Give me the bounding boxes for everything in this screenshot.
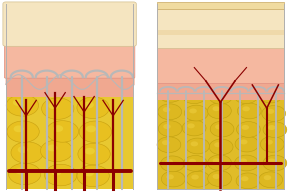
Circle shape — [84, 102, 94, 108]
Circle shape — [163, 124, 171, 129]
Circle shape — [264, 175, 271, 180]
Circle shape — [242, 125, 249, 130]
Circle shape — [186, 138, 209, 154]
Bar — [157, 4, 284, 48]
Circle shape — [210, 121, 234, 137]
Bar — [157, 93, 284, 189]
Circle shape — [162, 171, 185, 187]
Circle shape — [263, 155, 287, 171]
Circle shape — [213, 158, 220, 163]
Circle shape — [260, 136, 284, 152]
Circle shape — [84, 170, 94, 176]
Circle shape — [18, 146, 28, 153]
Circle shape — [164, 90, 171, 95]
Circle shape — [161, 156, 184, 172]
Circle shape — [237, 122, 260, 137]
Circle shape — [259, 172, 282, 188]
Circle shape — [159, 86, 182, 102]
FancyBboxPatch shape — [3, 2, 136, 46]
Circle shape — [259, 87, 282, 103]
Circle shape — [47, 145, 57, 151]
Circle shape — [163, 107, 170, 112]
Circle shape — [158, 104, 182, 120]
Circle shape — [208, 171, 231, 186]
Circle shape — [187, 91, 195, 96]
Circle shape — [209, 139, 233, 155]
Circle shape — [77, 165, 109, 187]
Bar — [157, 30, 284, 35]
Circle shape — [191, 141, 198, 146]
Circle shape — [77, 97, 109, 119]
Circle shape — [234, 88, 258, 104]
Bar — [157, 48, 284, 83]
Circle shape — [240, 139, 248, 144]
Circle shape — [235, 136, 259, 152]
Circle shape — [191, 174, 199, 179]
Circle shape — [41, 140, 73, 162]
Circle shape — [235, 155, 258, 171]
Circle shape — [51, 169, 61, 176]
Circle shape — [214, 142, 222, 147]
Circle shape — [14, 125, 24, 132]
Circle shape — [214, 91, 221, 96]
Circle shape — [187, 123, 195, 128]
Circle shape — [46, 121, 79, 142]
Circle shape — [242, 106, 250, 111]
Bar — [6, 83, 133, 189]
Circle shape — [268, 158, 276, 163]
Circle shape — [213, 106, 220, 111]
Circle shape — [267, 109, 274, 114]
Circle shape — [48, 102, 59, 109]
Circle shape — [79, 121, 111, 143]
Circle shape — [215, 124, 223, 130]
Circle shape — [78, 143, 110, 165]
Circle shape — [213, 174, 220, 179]
FancyBboxPatch shape — [4, 41, 135, 78]
Circle shape — [184, 155, 207, 171]
Circle shape — [157, 137, 181, 153]
Circle shape — [182, 88, 206, 104]
Circle shape — [209, 88, 233, 104]
Circle shape — [13, 99, 23, 106]
Circle shape — [265, 140, 273, 145]
Circle shape — [15, 168, 26, 174]
Circle shape — [182, 120, 206, 136]
Circle shape — [262, 106, 286, 121]
Circle shape — [238, 103, 261, 119]
Circle shape — [162, 140, 170, 145]
Circle shape — [166, 159, 173, 164]
Circle shape — [208, 103, 231, 119]
Circle shape — [53, 125, 63, 132]
Circle shape — [241, 176, 249, 181]
Circle shape — [239, 91, 246, 96]
Circle shape — [236, 173, 260, 189]
Circle shape — [45, 164, 77, 186]
Circle shape — [188, 159, 196, 164]
Circle shape — [8, 163, 41, 185]
Circle shape — [268, 125, 276, 130]
Circle shape — [189, 108, 197, 113]
Circle shape — [86, 125, 96, 132]
Circle shape — [11, 142, 43, 163]
Circle shape — [158, 121, 182, 137]
Circle shape — [263, 122, 287, 138]
Circle shape — [6, 95, 39, 116]
Circle shape — [264, 90, 271, 95]
Circle shape — [240, 158, 247, 163]
Bar — [157, 2, 284, 9]
Circle shape — [208, 155, 231, 171]
Circle shape — [85, 148, 95, 155]
Bar — [6, 73, 133, 96]
Circle shape — [166, 174, 174, 179]
Circle shape — [184, 105, 208, 121]
Bar — [157, 81, 284, 100]
Circle shape — [41, 98, 74, 119]
Circle shape — [7, 121, 39, 142]
Circle shape — [186, 171, 210, 187]
